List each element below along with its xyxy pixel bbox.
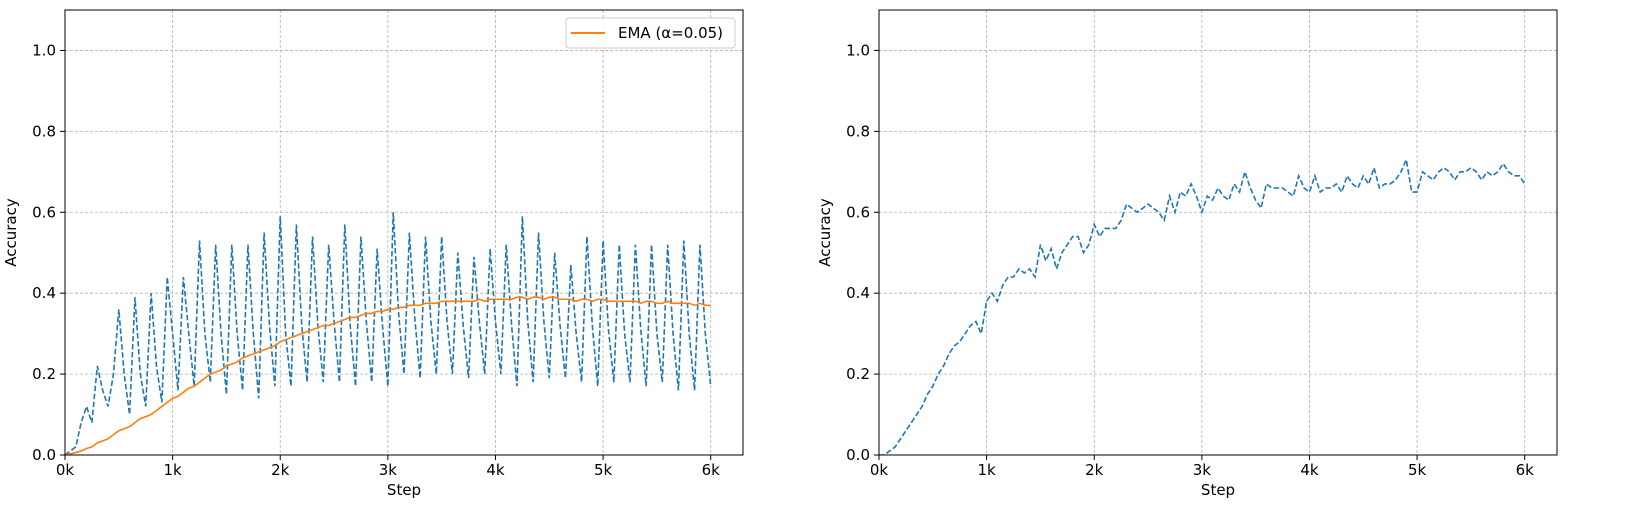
x-tick-label: 3k	[379, 461, 398, 479]
x-tick-label: 5k	[1408, 461, 1427, 479]
legend-box	[565, 17, 736, 49]
legend-label: EMA (α=0.05)	[618, 24, 723, 42]
y-tick-label: 1.0	[846, 41, 870, 59]
data-line	[65, 212, 712, 455]
x-tick-label: 1k	[978, 461, 997, 479]
y-tick-label: 0.0	[32, 446, 56, 464]
y-tick-label: 0.2	[32, 365, 56, 383]
axes-frame	[878, 9, 1558, 456]
y-tick-label: 0.8	[846, 122, 870, 140]
x-tick-label: 6k	[702, 461, 721, 479]
x-tick-label: 0k	[56, 461, 75, 479]
x-axis-label: Step	[387, 481, 421, 499]
x-tick-label: 3k	[1193, 461, 1212, 479]
y-tick-label: 0.4	[846, 284, 870, 302]
y-axis-label: Accuracy	[816, 198, 834, 267]
x-tick-label: 0k	[870, 461, 889, 479]
y-tick-label: 0.4	[32, 284, 56, 302]
y-tick-label: 0.2	[846, 365, 870, 383]
data-line	[879, 156, 1526, 455]
x-axis-label: Step	[1201, 481, 1235, 499]
x-tick-label: 5k	[594, 461, 613, 479]
y-tick-label: 0.8	[32, 122, 56, 140]
x-tick-label: 2k	[1085, 461, 1104, 479]
y-tick-label: 0.0	[846, 446, 870, 464]
axes-frame	[64, 9, 744, 456]
y-tick-label: 0.6	[32, 203, 56, 221]
data-line	[65, 296, 711, 455]
x-tick-label: 6k	[1516, 461, 1535, 479]
subplot: 0k 1k 2k 3k 4k 5k 6k 0.0 0.2 0.4 0.6 0.8 1.0 Step Accu…	[2, 9, 744, 499]
y-tick-label: 1.0	[32, 41, 56, 59]
y-axis-label: Accuracy	[2, 198, 20, 267]
y-tick-label: 0.6	[846, 203, 870, 221]
subplot: 0k 1k 2k 3k 4k 5k 6k 0.0 0.2 0.4 0.6 0.8 1.0 Step Accu…	[816, 9, 1558, 499]
x-tick-label: 2k	[271, 461, 290, 479]
x-tick-label: 4k	[1300, 461, 1319, 479]
x-tick-label: 4k	[486, 461, 505, 479]
x-tick-label: 1k	[164, 461, 183, 479]
